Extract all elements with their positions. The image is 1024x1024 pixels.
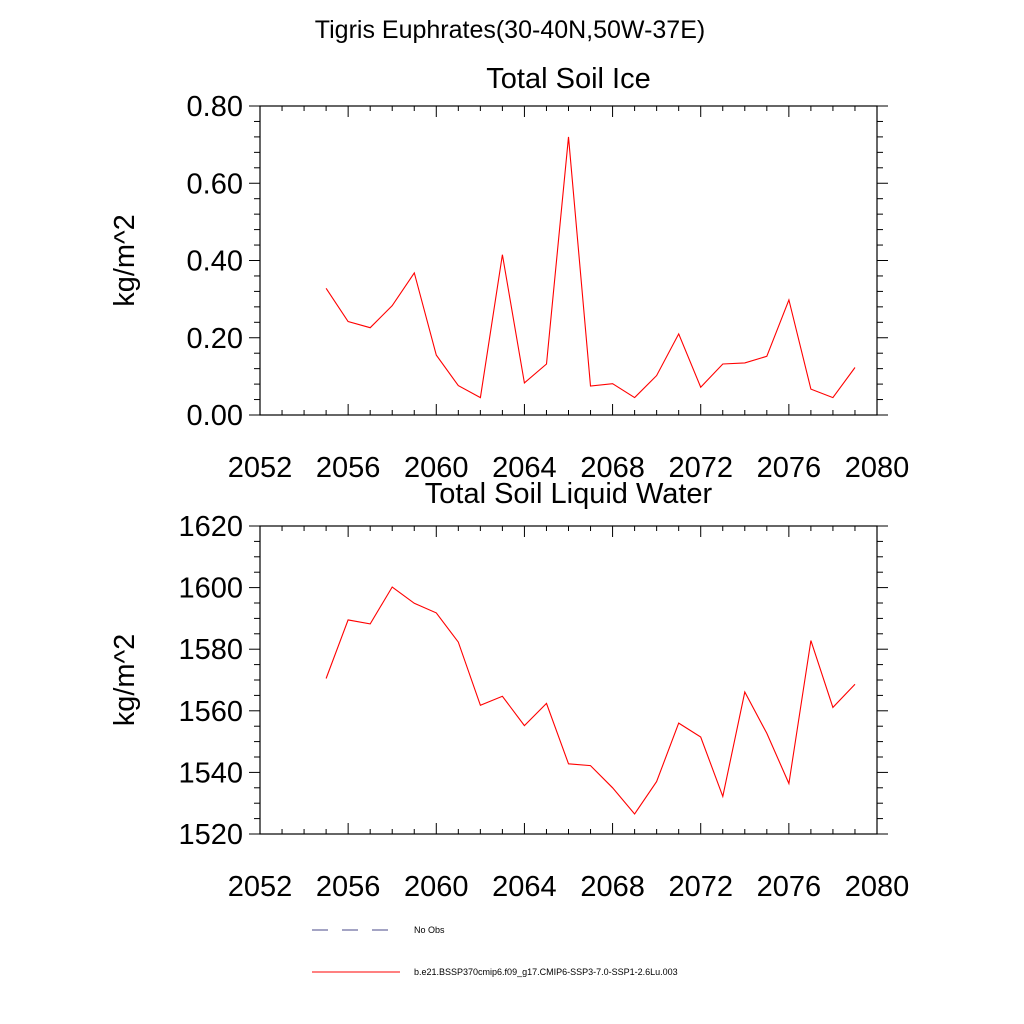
x-tick-label: 2072: [668, 452, 733, 484]
soil-liquid-water-panel: Total Soil Liquid Water 2052 2056 2060 2064 2…: [109, 478, 909, 903]
y-tick-label: 1580: [178, 634, 243, 666]
y-tick-label: 1620: [178, 511, 243, 543]
y-tick-label: 0.80: [187, 91, 243, 123]
legend-label: No Obs: [414, 925, 445, 935]
chart-title: Total Soil Ice: [486, 63, 650, 95]
plot-frame: [259, 525, 878, 835]
x-tick-label: 2052: [228, 871, 293, 903]
chart-title: Total Soil Liquid Water: [425, 478, 713, 510]
x-tick-label: 2056: [316, 871, 381, 903]
legend: No Obs b.e21.BSSP370cmip6.f09_g17.CMIP6-S…: [312, 925, 678, 977]
y-tick-label: 1540: [178, 757, 243, 789]
soil-ice-panel: Total Soil Ice 2052 2056 2060 2064 2068 2072 20…: [109, 63, 909, 484]
legend-label: b.e21.BSSP370cmip6.f09_g17.CMIP6-SSP3-7.…: [414, 967, 678, 977]
x-tick-label: 2076: [757, 871, 822, 903]
x-tick-label: 2064: [492, 452, 557, 484]
y-tick-label: 1600: [178, 573, 243, 605]
x-tick-label: 2060: [404, 871, 469, 903]
x-tick-label: 2068: [580, 452, 645, 484]
y-axis-label: kg/m^2: [109, 634, 141, 727]
x-tick-label: 2060: [404, 452, 469, 484]
y-tick-label: 0.40: [187, 246, 243, 278]
y-tick-label: 0.00: [187, 400, 243, 432]
y-tick-label: 1560: [178, 696, 243, 728]
x-tick-label: 2080: [845, 871, 910, 903]
y-tick-label: 1520: [178, 819, 243, 851]
figure-suptitle: Tigris Euphrates(30-40N,50W-37E): [314, 16, 706, 44]
y-tick-label: 0.20: [187, 323, 243, 355]
series-line: [325, 136, 856, 399]
x-tick-label: 2076: [757, 452, 822, 484]
series-line: [325, 586, 856, 815]
x-tick-label: 2056: [316, 452, 381, 484]
x-tick-label: 2080: [845, 452, 910, 484]
x-tick-label: 2072: [668, 871, 733, 903]
y-axis-label: kg/m^2: [109, 214, 141, 307]
y-tick-label: 0.60: [187, 168, 243, 200]
x-tick-label: 2068: [580, 871, 645, 903]
x-tick-label: 2052: [228, 452, 293, 484]
x-tick-label: 2064: [492, 871, 557, 903]
plot-frame: [259, 105, 878, 416]
